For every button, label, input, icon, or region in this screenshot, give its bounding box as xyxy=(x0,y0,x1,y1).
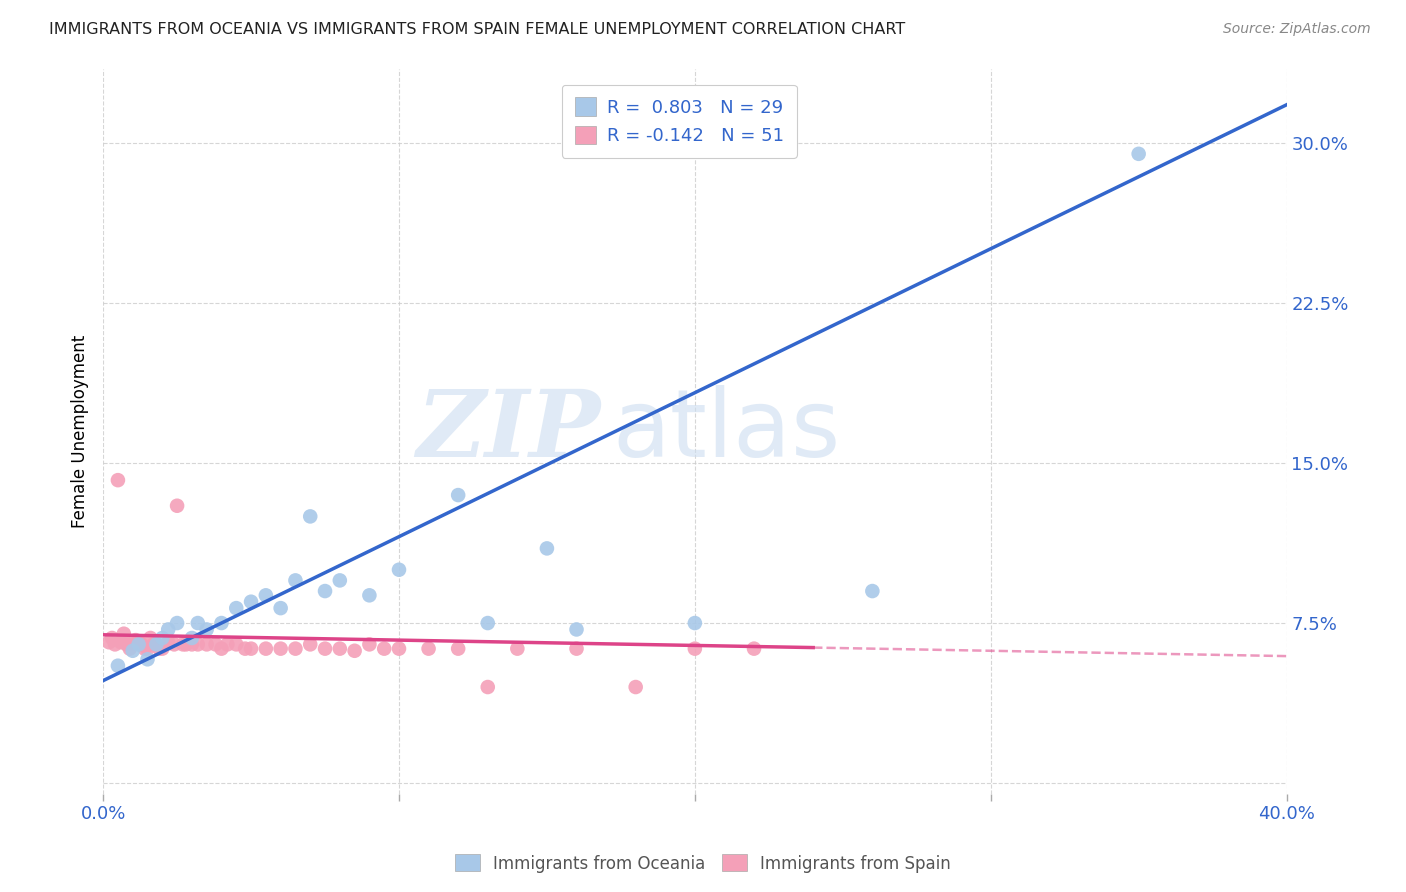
Point xyxy=(124,633,146,648)
Point xyxy=(565,623,588,637)
Point xyxy=(101,631,124,645)
Point xyxy=(225,601,247,615)
Point xyxy=(477,615,499,630)
Point xyxy=(270,601,292,615)
Point xyxy=(112,626,135,640)
Point xyxy=(180,637,202,651)
Point xyxy=(145,637,167,651)
Point xyxy=(284,574,307,588)
Point xyxy=(359,588,381,602)
Point xyxy=(157,635,180,649)
Point xyxy=(284,641,307,656)
Text: ZIP: ZIP xyxy=(416,386,600,476)
Point xyxy=(107,658,129,673)
Legend: R =  0.803   N = 29, R = -0.142   N = 51: R = 0.803 N = 29, R = -0.142 N = 51 xyxy=(562,85,797,158)
Text: IMMIGRANTS FROM OCEANIA VS IMMIGRANTS FROM SPAIN FEMALE UNEMPLOYMENT CORRELATION: IMMIGRANTS FROM OCEANIA VS IMMIGRANTS FR… xyxy=(49,22,905,37)
Point xyxy=(134,641,156,656)
Text: atlas: atlas xyxy=(612,385,841,477)
Point xyxy=(742,641,765,656)
Point xyxy=(506,641,529,656)
Point xyxy=(110,635,132,649)
Point xyxy=(359,637,381,651)
Point xyxy=(225,637,247,651)
Point xyxy=(128,637,150,651)
Point xyxy=(166,615,188,630)
Point xyxy=(329,574,352,588)
Point xyxy=(314,584,336,599)
Point xyxy=(187,637,209,651)
Point xyxy=(107,473,129,487)
Point xyxy=(204,637,226,651)
Point xyxy=(299,509,322,524)
Point xyxy=(104,637,127,651)
Point xyxy=(118,641,141,656)
Point xyxy=(240,641,263,656)
Point xyxy=(187,615,209,630)
Point xyxy=(270,641,292,656)
Point xyxy=(477,680,499,694)
Point xyxy=(565,641,588,656)
Point xyxy=(388,563,411,577)
Point xyxy=(314,641,336,656)
Point xyxy=(329,641,352,656)
Point xyxy=(447,488,470,502)
Point xyxy=(254,641,277,656)
Point xyxy=(136,652,159,666)
Point xyxy=(254,588,277,602)
Point xyxy=(180,631,202,645)
Point xyxy=(373,641,395,656)
Point xyxy=(388,641,411,656)
Point xyxy=(299,637,322,651)
Point xyxy=(683,615,706,630)
Point xyxy=(98,635,121,649)
Point xyxy=(1128,146,1150,161)
Point xyxy=(128,635,150,649)
Point xyxy=(233,641,256,656)
Point xyxy=(174,637,197,651)
Point xyxy=(142,637,165,651)
Point xyxy=(150,631,173,645)
Point xyxy=(121,637,143,651)
Point xyxy=(163,637,186,651)
Point xyxy=(447,641,470,656)
Point xyxy=(624,680,647,694)
Point xyxy=(195,637,218,651)
Point xyxy=(121,644,143,658)
Point xyxy=(211,615,233,630)
Point xyxy=(211,641,233,656)
Point xyxy=(166,499,188,513)
Point xyxy=(136,641,159,656)
Point xyxy=(148,641,170,656)
Point xyxy=(115,637,138,651)
Point xyxy=(131,637,153,651)
Point xyxy=(145,637,167,651)
Point xyxy=(217,637,239,651)
Point xyxy=(418,641,440,656)
Point xyxy=(343,644,366,658)
Point xyxy=(172,637,194,651)
Point xyxy=(150,641,173,656)
Point xyxy=(240,595,263,609)
Y-axis label: Female Unemployment: Female Unemployment xyxy=(72,334,89,528)
Point xyxy=(860,584,883,599)
Text: Source: ZipAtlas.com: Source: ZipAtlas.com xyxy=(1223,22,1371,37)
Point xyxy=(536,541,558,556)
Point xyxy=(683,641,706,656)
Point xyxy=(195,623,218,637)
Legend: Immigrants from Oceania, Immigrants from Spain: Immigrants from Oceania, Immigrants from… xyxy=(449,847,957,880)
Point xyxy=(139,631,162,645)
Point xyxy=(157,623,180,637)
